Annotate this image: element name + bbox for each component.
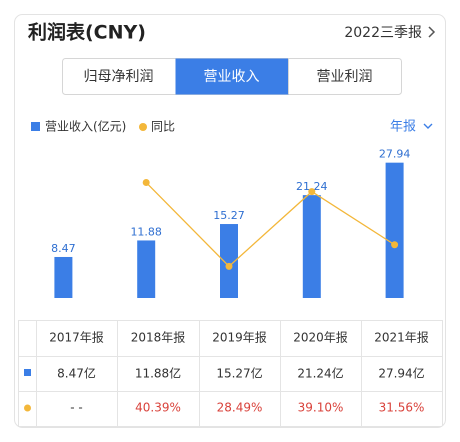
table-cell: 21.24亿 (297, 366, 343, 381)
legend-swatch (139, 123, 147, 131)
legend-swatch (31, 122, 40, 131)
table-cell: 15.27亿 (216, 366, 262, 381)
column-header: 2019年报 (212, 330, 267, 345)
column-header: 2020年报 (293, 330, 348, 345)
table-cell: 39.10% (298, 401, 344, 415)
bar-label: 27.94 (379, 148, 411, 161)
tab[interactable]: 营业利润 (317, 69, 373, 85)
tab-bar: 归母净利润 营业收入 营业利润 (62, 58, 402, 95)
dropdown-icon (423, 123, 433, 129)
line-point (225, 262, 233, 270)
line (145, 182, 395, 268)
bar (54, 256, 73, 298)
row-swatch (24, 404, 31, 412)
table-cell: 28.49% (217, 401, 263, 415)
legend-label: 营业收入(亿元) (45, 119, 126, 134)
period-selector[interactable]: 年报 (390, 120, 416, 135)
table-cell: 11.88亿 (135, 366, 181, 381)
legend-label: 同比 (151, 120, 175, 134)
tab-active (175, 58, 289, 95)
period[interactable]: 2022三季报 (344, 25, 422, 41)
title: 利润表(CNY) (28, 21, 146, 44)
table-cell: 40.39% (135, 401, 181, 415)
column-header: 2018年报 (131, 330, 186, 345)
bar (220, 224, 238, 298)
plot: 8.47 11.88 15.27 21.24 27.94 (51, 148, 410, 298)
row-swatch (24, 369, 31, 376)
line-point (391, 241, 399, 249)
chevron-icon (428, 26, 436, 38)
bar (385, 162, 404, 298)
tab[interactable]: 营业收入 (204, 69, 260, 85)
column-header: 2017年报 (49, 330, 104, 345)
table: 2017年报 2018年报 2019年报 2020年报 2021年报 8.47亿 11.88… (18, 320, 443, 427)
bar-label: 8.47 (51, 242, 76, 255)
card (14, 14, 446, 428)
line-point (142, 179, 150, 187)
bar (137, 240, 156, 298)
bar (302, 195, 321, 298)
bar-label: 15.27 (213, 209, 245, 222)
tab[interactable]: 归母净利润 (84, 68, 154, 85)
table-cell: 27.94亿 (378, 366, 424, 381)
column-header: 2021年报 (374, 330, 429, 345)
table-cell: 31.56% (379, 401, 425, 415)
bar-label: 21.24 (296, 180, 328, 193)
line-point (308, 188, 316, 196)
table-cell: - - (70, 401, 82, 415)
table-cell: 8.47亿 (57, 366, 96, 381)
bar-label: 11.88 (130, 225, 162, 238)
